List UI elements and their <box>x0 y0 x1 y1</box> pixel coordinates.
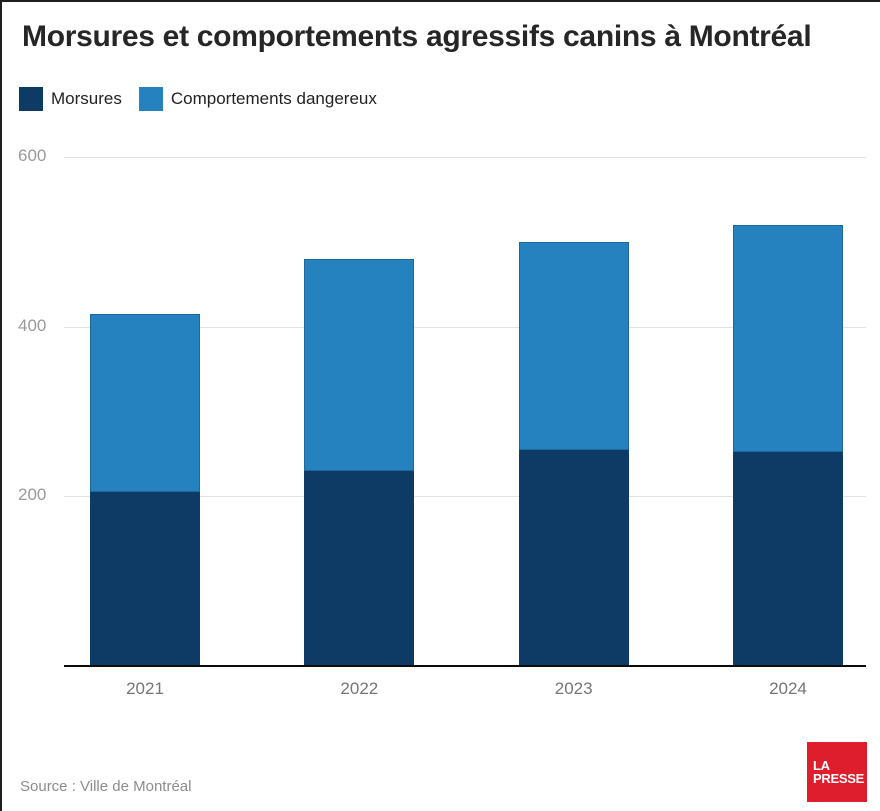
gridline-200 <box>64 496 866 498</box>
legend-item-morsures: Morsures <box>19 87 122 111</box>
y-tick-label-600: 600 <box>18 146 47 165</box>
legend-label-comportements: Comportements dangereux <box>170 89 377 108</box>
y-tick-label-400: 400 <box>18 315 47 335</box>
x-tick-label-2023: 2023 <box>554 679 593 698</box>
x-tick-label-2022: 2022 <box>340 679 379 698</box>
x-tick-label-2021: 2021 <box>126 679 164 698</box>
y-tick-label-200: 200 <box>18 485 47 505</box>
source-caption: Source : Ville de Montréal <box>20 778 192 795</box>
lapresse-logo: LA PRESSE <box>807 742 867 802</box>
legend-item-comportements: Comportements dangereux <box>138 87 377 111</box>
bar-2023-comportements <box>518 241 629 450</box>
gridline-400 <box>64 326 866 328</box>
bar-2022-morsures <box>304 470 415 666</box>
legend-swatch-morsures <box>19 87 43 111</box>
bar-2024-morsures <box>732 452 843 666</box>
legend-label-morsures: Morsures <box>51 89 122 108</box>
lapresse-logo-line2: PRESSE <box>813 771 864 786</box>
bar-2024-comportements <box>732 224 843 453</box>
gridline-600 <box>64 157 866 158</box>
bar-2021-morsures <box>90 492 200 666</box>
lapresse-logo-line1: LA <box>813 758 830 773</box>
legend: Morsures Comportements dangereux <box>19 87 377 111</box>
x-tick-label-2024: 2024 <box>769 679 807 698</box>
bar-2022-comportements <box>304 258 415 471</box>
bar-2021-comportements <box>90 313 200 493</box>
legend-swatch-comportements <box>138 87 163 111</box>
bar-2023-morsures <box>518 449 629 666</box>
chart-title: Morsures et comportements agressifs cani… <box>22 20 812 53</box>
x-axis-line <box>64 665 866 667</box>
